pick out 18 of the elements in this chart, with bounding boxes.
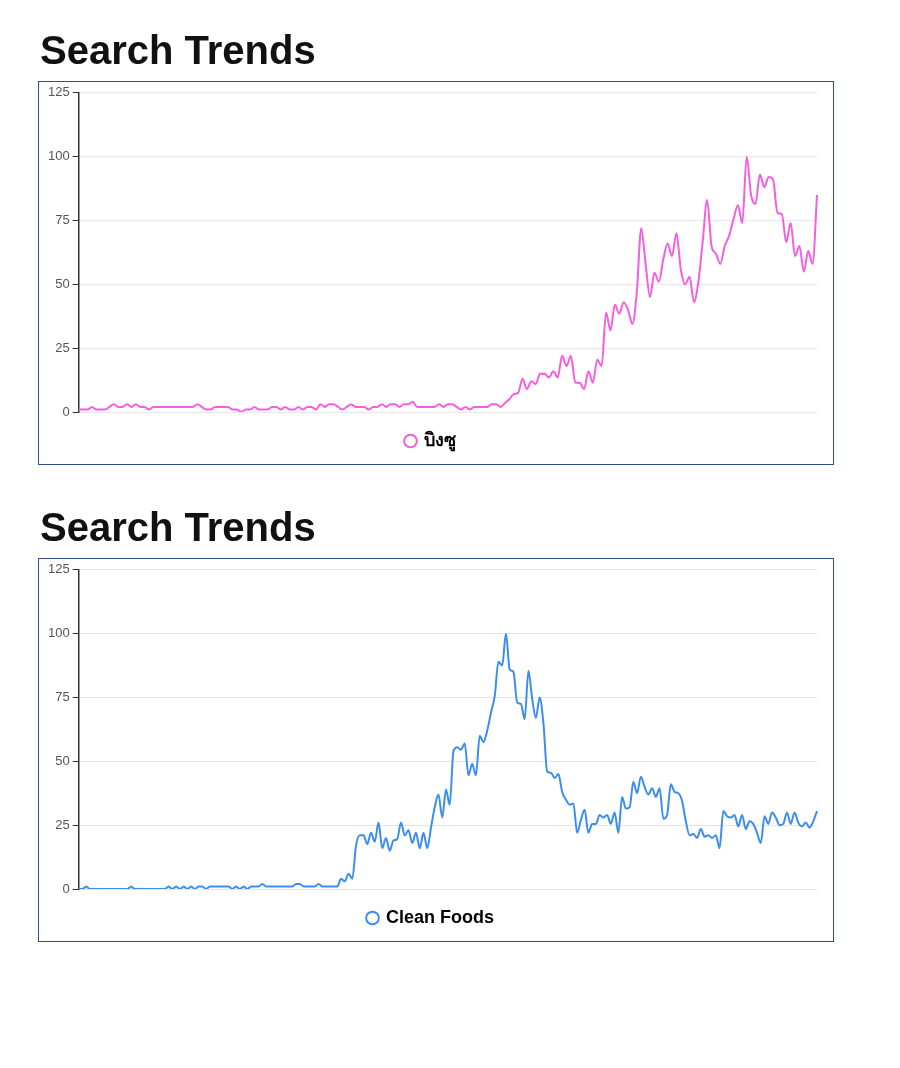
y-tick-label: 125 (47, 84, 70, 100)
y-tick-label: 50 (55, 275, 70, 291)
y-tick-label: 0 (62, 403, 70, 419)
y-tick-label: 125 (47, 561, 70, 577)
line-series (77, 155, 818, 412)
y-tick-label: 75 (55, 689, 70, 705)
line-series (77, 632, 818, 889)
y-tick-label: 50 (55, 752, 70, 768)
y-tick-label: 75 (55, 212, 70, 228)
chart-title: Search Trends (40, 28, 317, 73)
y-tick-label: 25 (55, 816, 70, 832)
y-tick-label: 100 (47, 148, 70, 164)
legend-label: Clean Foods (386, 906, 495, 927)
chart-title: Search Trends (40, 505, 317, 550)
y-tick-label: 0 (62, 880, 70, 896)
y-tick-label: 100 (47, 625, 70, 641)
y-tick-label: 25 (55, 339, 70, 355)
legend-label: บิงซู (424, 429, 456, 452)
